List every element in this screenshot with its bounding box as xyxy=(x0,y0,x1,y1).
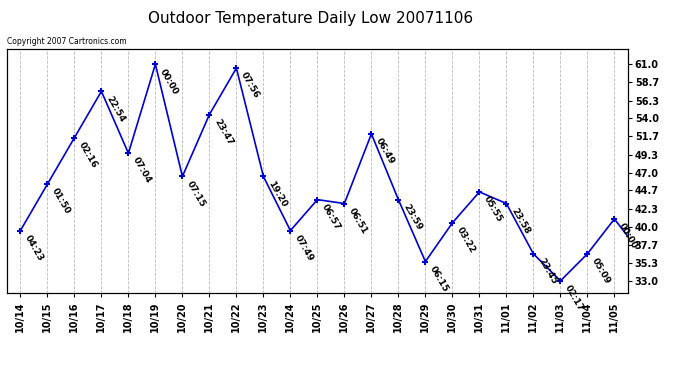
Text: 23:47: 23:47 xyxy=(213,117,235,147)
Text: Outdoor Temperature Daily Low 20071106: Outdoor Temperature Daily Low 20071106 xyxy=(148,11,473,26)
Text: 23:59: 23:59 xyxy=(401,202,424,232)
Text: 00:00: 00:00 xyxy=(617,222,639,251)
Text: 03:22: 03:22 xyxy=(455,226,477,255)
Text: 22:54: 22:54 xyxy=(104,94,126,123)
Text: 07:56: 07:56 xyxy=(239,71,262,100)
Text: 23:45: 23:45 xyxy=(536,256,558,286)
Text: 06:51: 06:51 xyxy=(347,206,369,236)
Text: 05:55: 05:55 xyxy=(482,195,504,224)
Text: 07:49: 07:49 xyxy=(293,233,315,263)
Text: 04:23: 04:23 xyxy=(23,233,46,262)
Text: 02:16: 02:16 xyxy=(77,141,99,170)
Text: 23:05: 23:05 xyxy=(0,374,1,375)
Text: 07:15: 07:15 xyxy=(185,179,207,209)
Text: Copyright 2007 Cartronics.com: Copyright 2007 Cartronics.com xyxy=(7,38,126,46)
Text: 06:15: 06:15 xyxy=(428,264,450,294)
Text: 19:20: 19:20 xyxy=(266,179,288,209)
Text: 06:49: 06:49 xyxy=(374,136,396,166)
Text: 06:57: 06:57 xyxy=(320,202,342,232)
Text: 05:09: 05:09 xyxy=(590,256,612,286)
Text: 00:00: 00:00 xyxy=(158,67,180,96)
Text: 07:04: 07:04 xyxy=(131,156,153,185)
Text: 02:17: 02:17 xyxy=(563,284,585,313)
Text: 01:50: 01:50 xyxy=(50,187,72,216)
Text: 23:58: 23:58 xyxy=(509,206,531,236)
